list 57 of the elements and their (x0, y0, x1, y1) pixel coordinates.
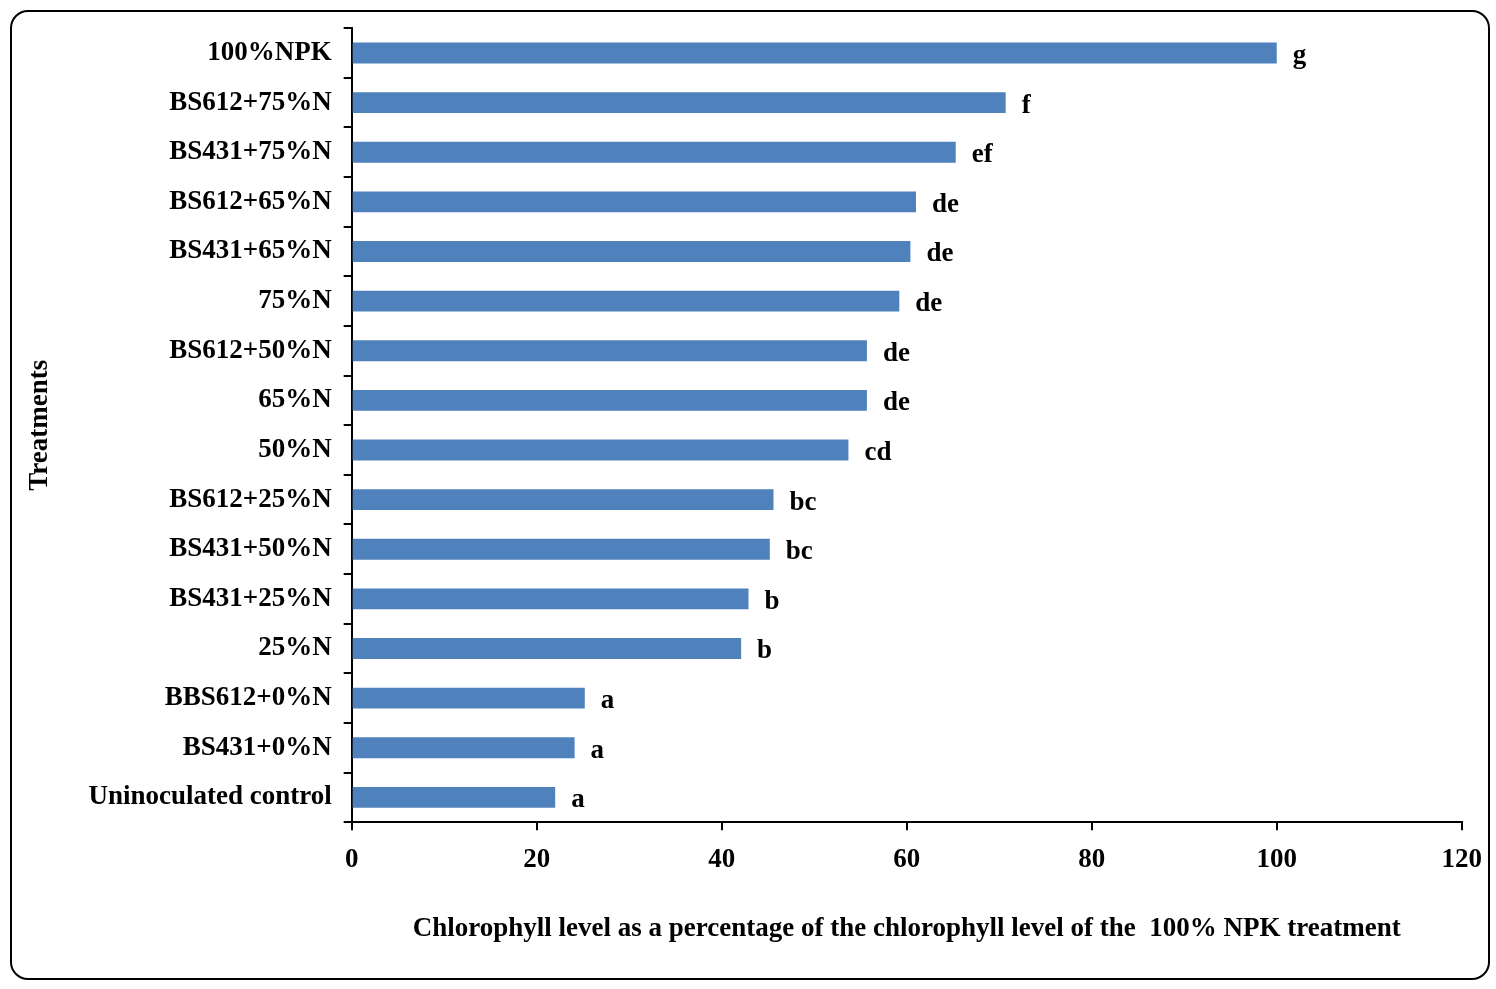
bar (352, 389, 867, 411)
x-tick-label: 0 (344, 843, 359, 874)
y-tick-label: BS612+65%N (169, 184, 333, 215)
y-tick-label: BS612+75%N (169, 85, 333, 116)
bar (352, 92, 1006, 114)
x-axis-title: Chlorophyll level as a percentage of the chlorophyll level of the 100% NPK treatment (412, 911, 1401, 942)
bar (352, 737, 575, 759)
y-tick-label: BS431+75%N (169, 135, 333, 166)
x-tick-label: 40 (708, 843, 736, 874)
data-label: de (915, 287, 943, 318)
data-label: bc (789, 485, 817, 516)
bar (352, 588, 749, 610)
bar (352, 538, 770, 560)
bar (352, 141, 956, 163)
bar (352, 290, 900, 312)
y-tick-label: BS431+0%N (182, 730, 333, 761)
y-tick-label: 100%NPK (207, 35, 332, 66)
y-axis-title: Treatments (23, 359, 54, 491)
y-tick-label: BBS612+0%N (164, 681, 333, 712)
bar (352, 638, 742, 659)
y-tick-label: BS612+25%N (169, 482, 333, 513)
data-label: ef (971, 138, 994, 169)
bar (352, 191, 916, 213)
x-tick-label: 100 (1256, 843, 1297, 874)
data-label: de (926, 237, 954, 268)
y-tick-label: BS431+65%N (169, 234, 333, 265)
y-tick-label: 50%N (258, 432, 333, 463)
bar (352, 439, 849, 461)
x-tick-label: 120 (1441, 843, 1482, 874)
data-label: de (882, 386, 910, 417)
data-label: a (600, 684, 615, 715)
bar (352, 42, 1277, 64)
x-tick-label: 60 (893, 843, 921, 874)
bar (352, 489, 774, 511)
bar (352, 786, 556, 808)
bar (352, 340, 867, 362)
x-tick-label: 80 (1078, 843, 1106, 874)
data-label: f (1021, 88, 1032, 119)
data-label: g (1292, 38, 1307, 69)
bar (352, 241, 911, 262)
data-label: a (590, 733, 605, 764)
data-label: a (571, 783, 586, 814)
data-label: de (882, 336, 910, 367)
y-tick-label: Uninoculated control (88, 780, 333, 811)
y-tick-label: 25%N (258, 631, 333, 662)
data-label: b (757, 634, 773, 665)
y-tick-label: BS431+50%N (169, 532, 333, 563)
y-tick-label: 65%N (258, 383, 333, 414)
bar (352, 687, 585, 709)
y-tick-label: 75%N (258, 284, 333, 315)
y-tick-label: BS612+50%N (169, 333, 333, 364)
y-tick-label: BS431+25%N (169, 581, 333, 612)
data-label: cd (864, 435, 892, 466)
data-label: bc (785, 535, 813, 566)
data-label: b (764, 584, 780, 615)
x-tick-label: 20 (523, 843, 551, 874)
data-label: de (931, 187, 959, 218)
